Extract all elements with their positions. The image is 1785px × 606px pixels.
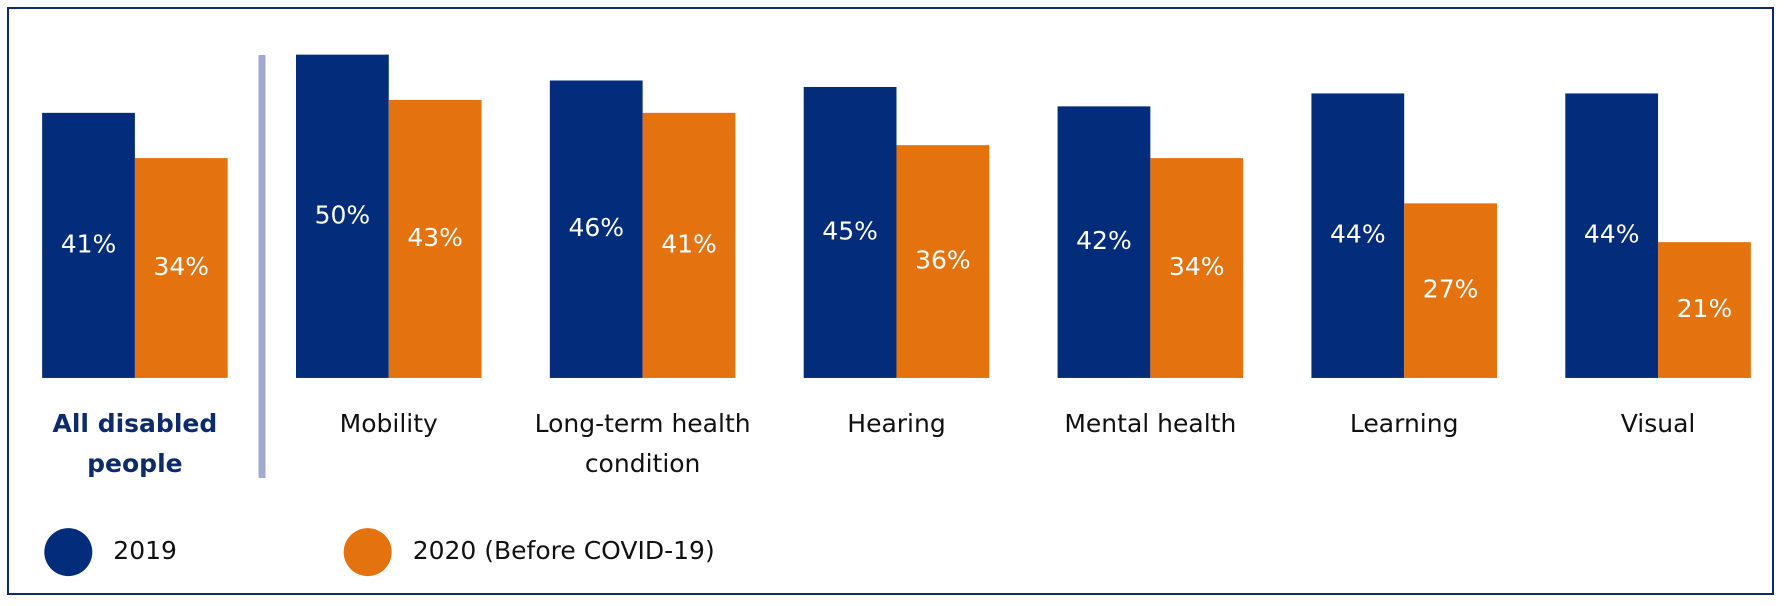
value-label: 34%: [1169, 252, 1225, 281]
bar: [1057, 106, 1151, 378]
value-label: 27%: [1423, 275, 1479, 304]
bar: [642, 112, 736, 378]
value-label: 42%: [1076, 226, 1132, 255]
bar: [1565, 93, 1659, 378]
bar: [803, 86, 897, 378]
value-label: 21%: [1677, 294, 1733, 323]
category-label: Learning: [1349, 409, 1459, 439]
value-label: 50%: [315, 200, 371, 229]
bar: [295, 54, 389, 378]
value-label: 44%: [1584, 220, 1640, 249]
legend-label: 2019: [113, 536, 177, 565]
value-label: 34%: [154, 252, 210, 281]
category-label: Hearing: [847, 409, 946, 439]
bar: [896, 145, 990, 378]
category-label: Mobility: [339, 409, 438, 439]
bar: [1150, 158, 1244, 378]
bar: [1404, 203, 1497, 378]
category-label: Long-term health condition: [534, 409, 751, 479]
value-label: 41%: [661, 229, 717, 258]
bar: [42, 112, 135, 378]
value-label: 45%: [822, 216, 878, 245]
value-label: 36%: [915, 246, 971, 275]
bar: [1658, 242, 1751, 378]
value-label: 41%: [61, 229, 117, 258]
legend-swatch: [44, 528, 93, 577]
category-label: All disabled people: [52, 409, 218, 479]
bar: [549, 80, 643, 378]
bar: [1311, 93, 1405, 378]
category-label: Visual: [1620, 409, 1696, 439]
legend-label: 2020 (Before COVID-19): [413, 536, 715, 565]
bar: [388, 99, 482, 378]
value-label: 44%: [1330, 220, 1386, 249]
category-label: Mental health: [1064, 409, 1237, 439]
legend-swatch: [343, 528, 392, 577]
frame: [7, 7, 1774, 595]
bar: [134, 158, 228, 378]
value-label: 43%: [407, 223, 463, 252]
value-label: 46%: [568, 213, 624, 242]
